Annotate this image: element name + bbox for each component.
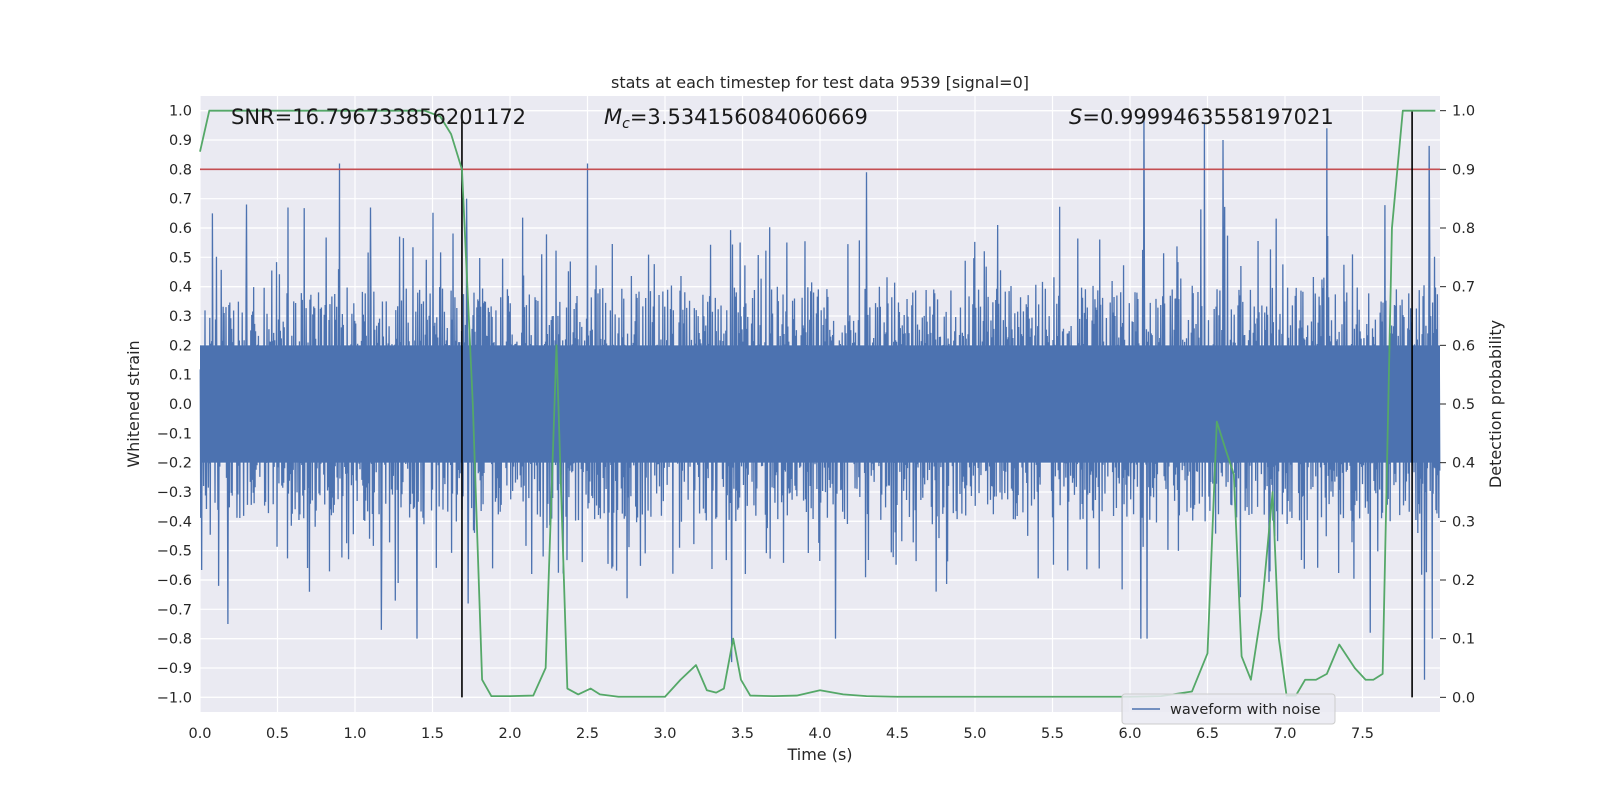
y-tick-label: −0.9 [157, 661, 192, 677]
probability-series [199, 109, 1440, 698]
y-tick-label: −0.3 [157, 485, 192, 501]
legend-label: waveform with noise [1170, 702, 1321, 718]
x-tick-label: 0.5 [266, 726, 289, 742]
y-tick-label: 0.9 [169, 133, 192, 149]
x-tick-label: 3.5 [731, 726, 754, 742]
y-tick-label: 0.5 [169, 250, 192, 266]
x-tick-label: 6.0 [1118, 726, 1141, 742]
x-tick-label: 5.5 [1041, 726, 1064, 742]
y2-axis-label: Detection probability [1486, 320, 1505, 488]
y-tick-label: 0.7 [169, 192, 192, 208]
x-tick-label: 1.5 [421, 726, 444, 742]
chart-title: stats at each timestep for test data 953… [611, 73, 1029, 92]
strain-series [199, 110, 1441, 680]
y2-tick-label: 0.0 [1452, 690, 1475, 706]
s-symbol: S [1069, 105, 1082, 129]
chirp-mass-symbol: M [604, 105, 622, 129]
y2-tick-label: 0.1 [1452, 632, 1475, 648]
y-tick-label: −0.2 [157, 456, 192, 472]
chirp-mass-annotation: Mc=3.534156084060669 [604, 105, 868, 132]
waveform-with-noise-band [200, 345, 1440, 463]
y-tick-label: 0.2 [169, 338, 192, 354]
y2-tick-label: 0.3 [1452, 514, 1475, 530]
y2-tick-label: 0.8 [1452, 221, 1475, 237]
y-tick-label: 0.6 [169, 221, 192, 237]
tick-labels: 0.0 0.5 1.0 1.5 2.0 2.5 3.0 3.5 4.0 4.5 5.0 5.5 6.0 6… [157, 104, 1475, 742]
y2-tick-label: 1.0 [1452, 104, 1475, 120]
legend: waveform with noise [1121, 693, 1336, 725]
y-tick-label: −0.1 [157, 426, 192, 442]
x-tick-label: 1.0 [343, 726, 366, 742]
snr-annotation: SNR=16.796733856201172 [231, 105, 526, 129]
y2-tick-label: 0.4 [1452, 456, 1475, 472]
y-tick-label: −0.6 [157, 573, 192, 589]
x-tick-label: 4.0 [808, 726, 831, 742]
s-value: =0.9999463558197021 [1082, 105, 1333, 129]
y-tick-label: −0.4 [157, 514, 192, 530]
chirp-mass-subscript: c [622, 116, 630, 132]
x-tick-label: 2.5 [576, 726, 599, 742]
x-tick-label: 0.0 [188, 726, 211, 742]
y-tick-label: 0.8 [169, 162, 192, 178]
x-tick-label: 2.0 [498, 726, 521, 742]
s-annotation: S=0.9999463558197021 [1069, 105, 1334, 129]
y-tick-label: 0.1 [169, 368, 192, 384]
legend-box [1121, 693, 1336, 725]
y2-tick-label: 0.6 [1452, 338, 1475, 354]
y-tick-label: 0.3 [169, 309, 192, 325]
x-tick-label: 5.0 [963, 726, 986, 742]
y2-tick-label: 0.9 [1452, 162, 1475, 178]
x-tick-label: 7.0 [1273, 726, 1296, 742]
detection-probability-line [199, 109, 1436, 698]
x-tick-label: 7.5 [1351, 726, 1374, 742]
chirp-mass-value: =3.534156084060669 [630, 105, 868, 129]
y2-tick-label: 0.7 [1452, 280, 1475, 296]
y2-tick-label: 0.5 [1452, 397, 1475, 413]
y-tick-label: −0.7 [157, 602, 192, 618]
y-axis-label: Whitened strain [124, 340, 143, 467]
y-tick-label: −1.0 [157, 690, 192, 706]
y2-tick-label: 0.2 [1452, 573, 1475, 589]
x-tick-label: 3.0 [653, 726, 676, 742]
y-tick-label: −0.8 [157, 632, 192, 648]
y-tick-label: −0.5 [157, 544, 192, 560]
x-tick-label: 4.5 [886, 726, 909, 742]
x-axis-label: Time (s) [786, 745, 852, 764]
y-tick-label: 1.0 [169, 104, 192, 120]
x-tick-label: 6.5 [1196, 726, 1219, 742]
y-tick-label: 0.0 [169, 397, 192, 413]
y-tick-label: 0.4 [169, 280, 192, 296]
